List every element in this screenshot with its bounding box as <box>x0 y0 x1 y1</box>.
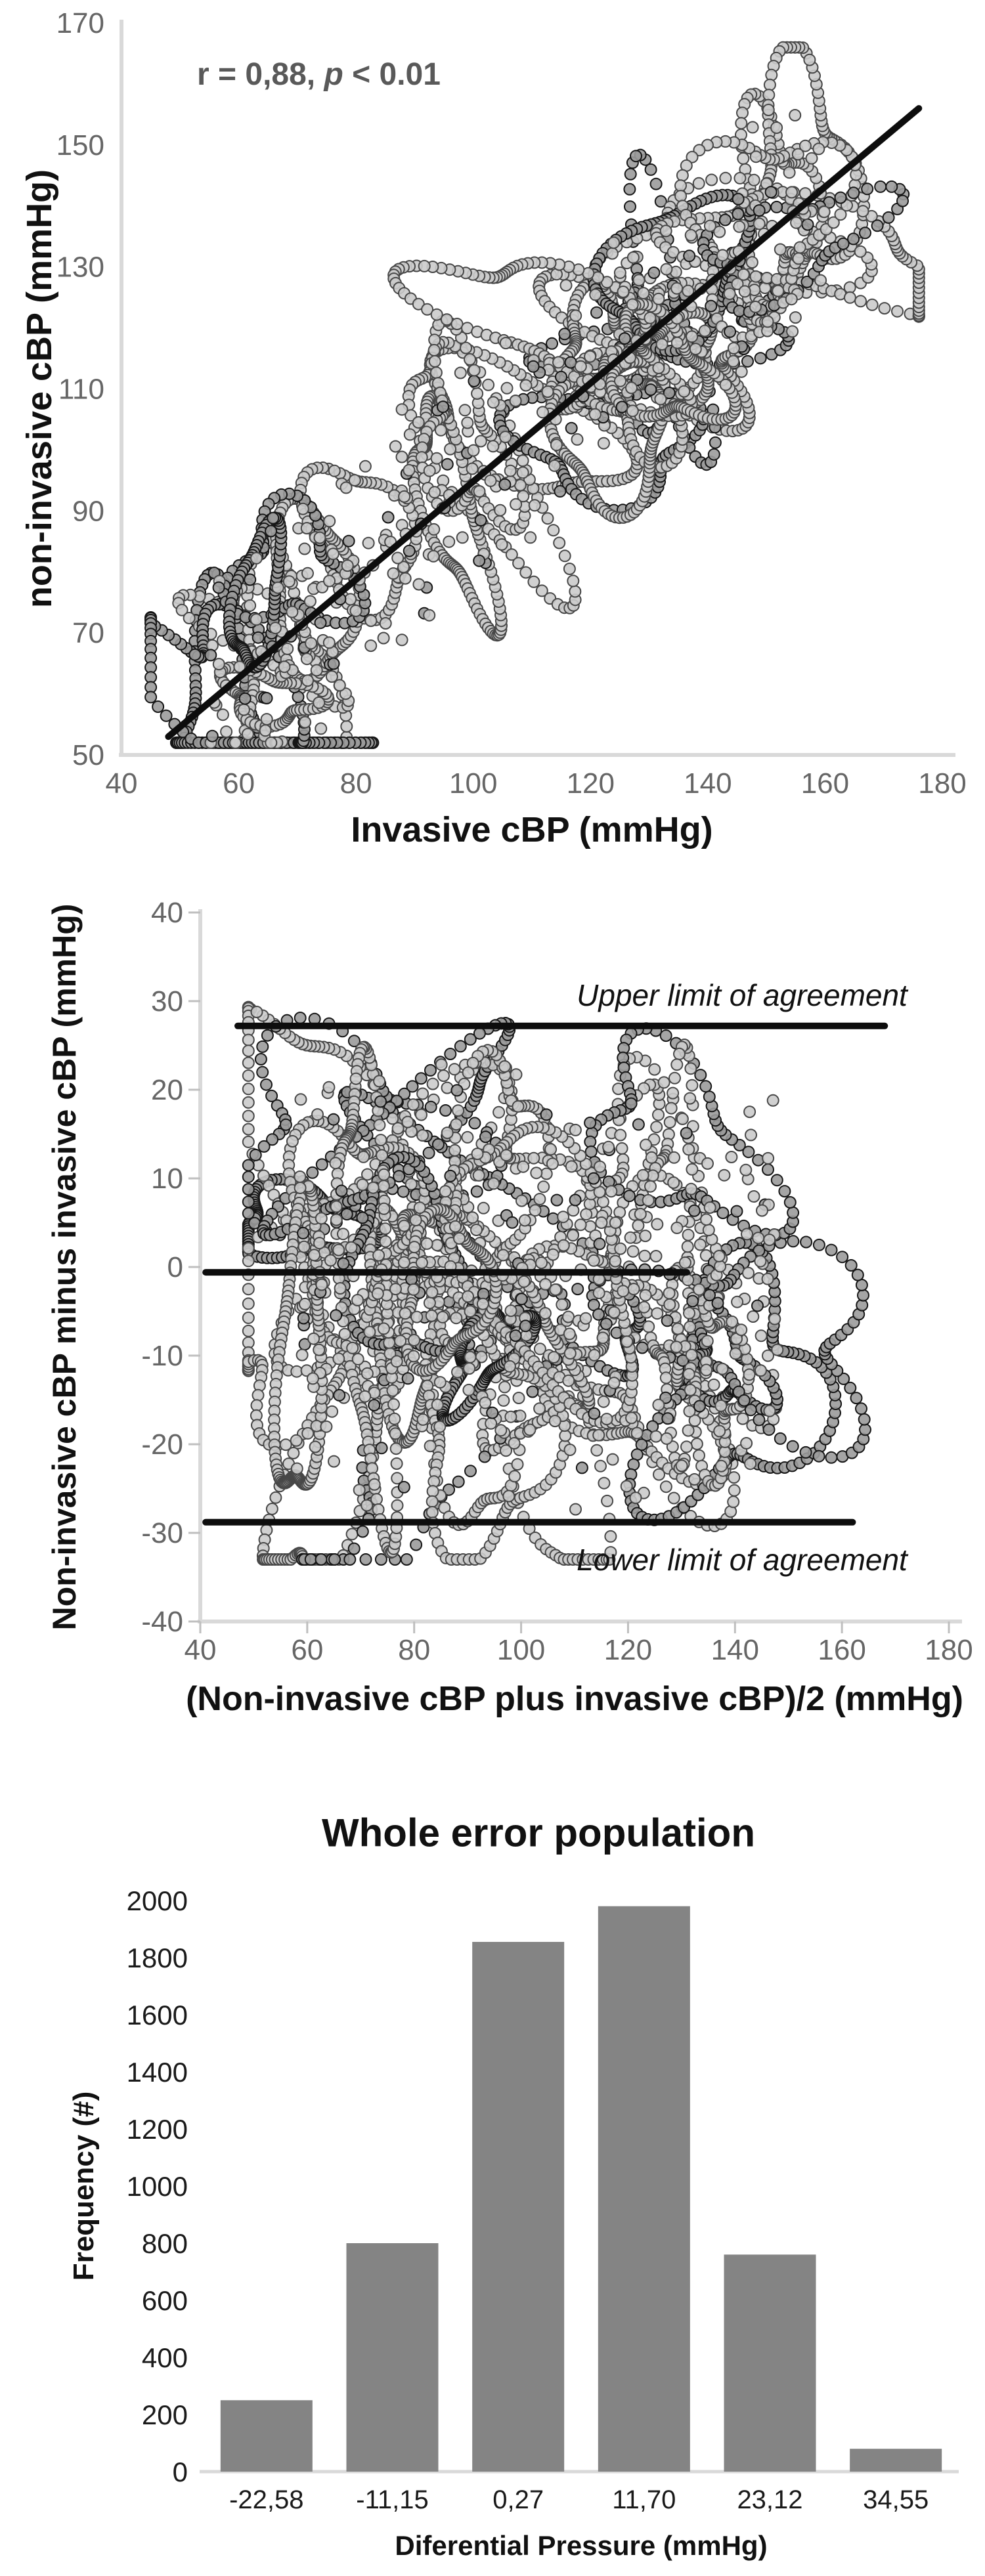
svg-text:60: 60 <box>291 1634 323 1666</box>
scatter-x-axis-title: Invasive cBP (mmHg) <box>351 810 713 849</box>
correlation-annotation: r = 0,88, p < 0.01 <box>197 56 441 93</box>
svg-text:-20: -20 <box>141 1428 183 1461</box>
svg-text:90: 90 <box>72 495 104 527</box>
svg-text:10: 10 <box>151 1163 183 1195</box>
svg-text:140: 140 <box>684 767 732 800</box>
svg-text:100: 100 <box>497 1634 545 1666</box>
svg-text:140: 140 <box>711 1634 759 1666</box>
bland-altman-plot: 40 30 20 10 0 -10 -20 -30 -40 40 60 80 100 120 140 160 1… <box>0 873 985 1772</box>
histogram-y-axis-title: Frequency (#) <box>68 2091 100 2281</box>
histogram-canvas: 0200400600800100012001400160018002000-22… <box>127 1885 959 2514</box>
svg-text:70: 70 <box>72 617 104 649</box>
error-histogram: Whole error population 0 200 400 600 800 1000… <box>0 1772 985 2576</box>
correlation-r-text: r = 0,88, <box>197 57 324 92</box>
histogram-title: Whole error population <box>322 1811 755 1855</box>
svg-text:-10: -10 <box>141 1340 183 1372</box>
svg-text:100: 100 <box>449 767 497 800</box>
svg-text:50: 50 <box>72 739 104 771</box>
svg-text:170: 170 <box>56 7 104 39</box>
svg-text:160: 160 <box>801 767 849 800</box>
svg-text:40: 40 <box>151 897 183 929</box>
svg-text:130: 130 <box>56 251 104 284</box>
bland-altman-x-axis-title: (Non-invasive cBP plus invasive cBP)/2 (… <box>186 1680 963 1718</box>
scatter-plot-canvas: 50 70 90 110 130 150 170 40 60 80 100 120 140 160 180 <box>56 7 967 800</box>
lower-limit-label: Lower limit of agreement <box>577 1543 908 1577</box>
scatter-y-axis-title: non-invasive cBP (mmHg) <box>20 169 59 609</box>
svg-text:20: 20 <box>151 1074 183 1106</box>
svg-text:0: 0 <box>167 1251 183 1283</box>
svg-text:40: 40 <box>185 1634 217 1666</box>
svg-text:-30: -30 <box>141 1517 183 1549</box>
svg-text:30: 30 <box>151 985 183 1018</box>
svg-text:120: 120 <box>604 1634 652 1666</box>
svg-text:80: 80 <box>398 1634 430 1666</box>
svg-text:150: 150 <box>56 129 104 161</box>
svg-text:120: 120 <box>567 767 615 800</box>
svg-text:80: 80 <box>340 767 372 800</box>
svg-text:160: 160 <box>818 1634 865 1666</box>
correlation-p-text: < 0.01 <box>343 57 441 92</box>
svg-text:180: 180 <box>918 767 966 800</box>
svg-text:40: 40 <box>106 767 138 800</box>
bland-altman-y-axis-title: Non-invasive cBP minus invasive cBP (mmH… <box>46 903 83 1631</box>
svg-text:110: 110 <box>58 374 104 406</box>
svg-text:-40: -40 <box>141 1606 183 1638</box>
correlation-p-symbol: p <box>324 57 343 92</box>
svg-text:60: 60 <box>223 767 255 800</box>
svg-text:180: 180 <box>925 1634 973 1666</box>
scatter-plot: 50 70 90 110 130 150 170 40 60 80 100 120 140 160 180 … <box>0 0 985 873</box>
upper-limit-label: Upper limit of agreement <box>577 978 908 1012</box>
histogram-x-axis-title: Diferential Pressure (mmHg) <box>395 2530 768 2561</box>
